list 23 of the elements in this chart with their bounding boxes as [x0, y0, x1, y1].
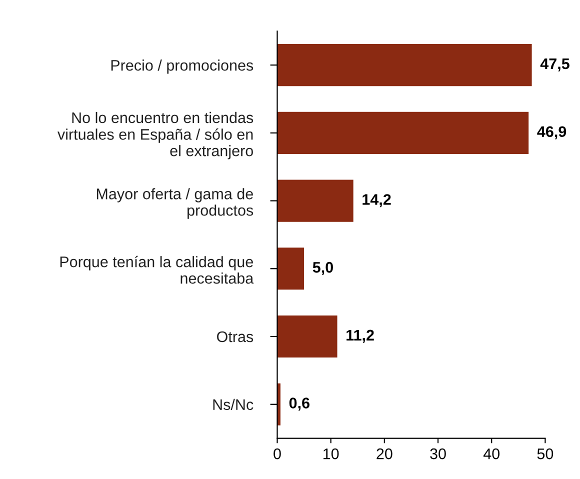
x-tick-label: 10 — [324, 448, 339, 460]
x-tick-label: 0 — [274, 448, 281, 460]
y-tick-label: Ns/Nc — [213, 398, 254, 410]
x-tick-label: 30 — [430, 448, 446, 460]
data-label: 47,5 — [540, 58, 570, 72]
data-label: 0,6 — [289, 398, 310, 411]
y-tick-label: Precio / promociones — [111, 60, 254, 74]
bar — [277, 112, 529, 154]
data-label: 11,2 — [346, 330, 374, 343]
y-tick-label: No lo encuentro en tiendas virtuales en España / sólo en el extranjero — [58, 112, 254, 160]
x-tick-label: 40 — [483, 448, 500, 460]
data-label: 5,0 — [312, 262, 333, 275]
x-tick-label: 20 — [376, 448, 392, 460]
y-tick-label: Otras — [217, 331, 254, 342]
y-tick-label: Porque tenían la calidad que necesitaba — [60, 256, 254, 284]
bar — [277, 44, 532, 86]
bar — [277, 180, 354, 222]
bar — [277, 248, 304, 290]
data-label: 14,2 — [362, 194, 391, 208]
bar — [277, 315, 338, 358]
x-tick-label: 50 — [537, 448, 554, 460]
y-tick-label: Mayor oferta / gama de productos — [96, 188, 254, 219]
data-label: 46,9 — [537, 126, 566, 140]
